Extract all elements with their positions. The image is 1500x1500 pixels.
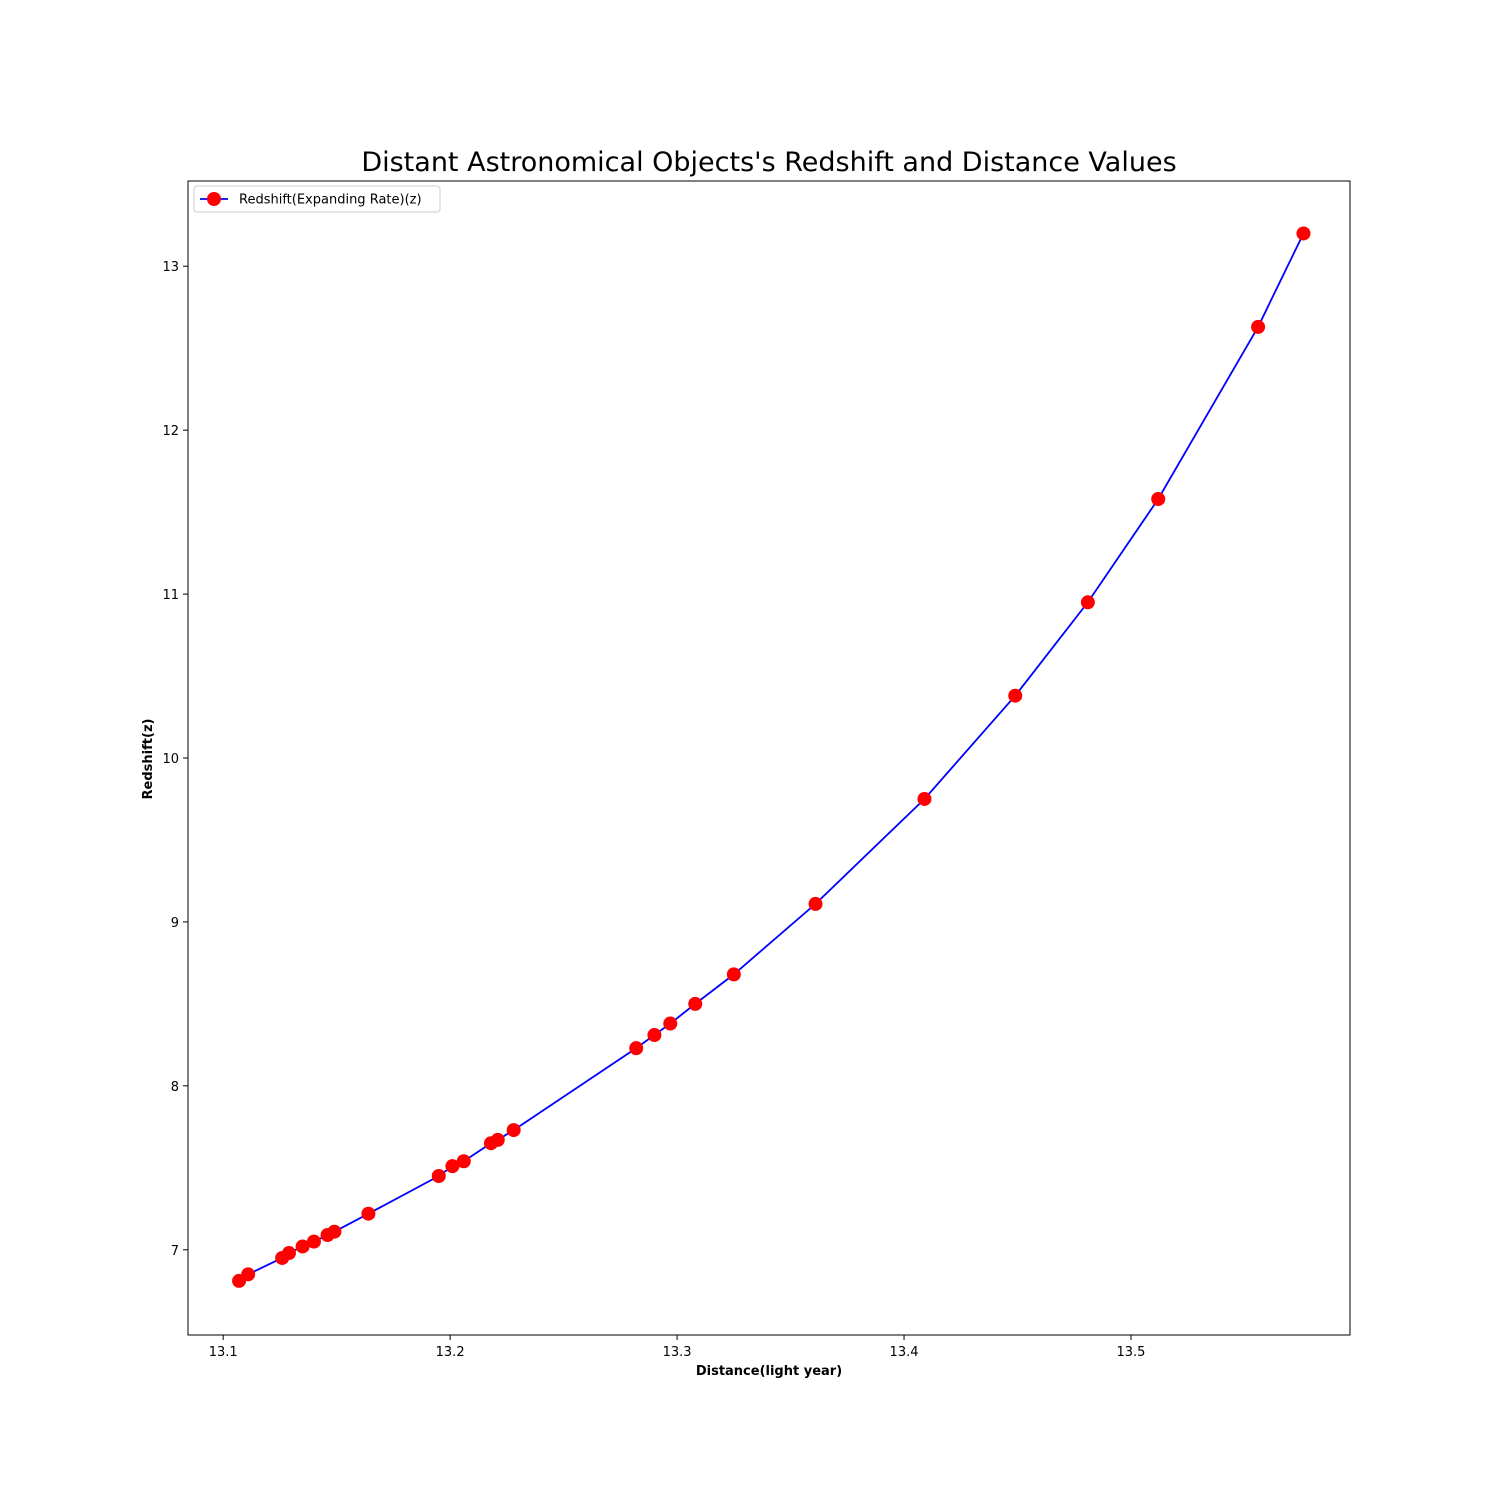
- data-point: [1151, 492, 1166, 507]
- data-point: [808, 896, 823, 911]
- legend-box: [193, 185, 441, 213]
- data-point: [281, 1246, 296, 1261]
- x-axis-ticks: 13.1 13.2 13.3 13.4 13.5: [209, 1335, 1146, 1360]
- y-tick-label: 9: [171, 916, 179, 931]
- legend: Redshift(Expanding Rate)(z): [193, 185, 441, 213]
- x-tick-label: 13.3: [663, 1345, 692, 1360]
- data-point: [917, 791, 932, 806]
- data-point: [327, 1224, 342, 1239]
- chart-title: Distant Astronomical Objects's Redshift …: [361, 147, 1176, 178]
- x-tick-label: 13.5: [1117, 1345, 1146, 1360]
- legend-label: Redshift(Expanding Rate)(z): [239, 193, 422, 208]
- y-tick-label: 12: [162, 424, 179, 439]
- y-tick-label: 13: [162, 260, 179, 275]
- y-tick-label: 8: [171, 1080, 179, 1095]
- x-tick-label: 13.1: [209, 1345, 238, 1360]
- data-point: [1251, 319, 1266, 334]
- data-point: [490, 1132, 505, 1147]
- legend-marker-swatch: [207, 192, 221, 206]
- y-axis-label: Redshift(z): [141, 719, 156, 800]
- data-point: [431, 1168, 446, 1183]
- y-tick-label: 7: [171, 1244, 179, 1259]
- data-point: [726, 967, 741, 982]
- data-point: [647, 1028, 662, 1043]
- data-point: [456, 1154, 471, 1169]
- x-axis-label: Distance(light year): [696, 1364, 842, 1379]
- data-point: [506, 1123, 521, 1138]
- data-point: [629, 1041, 644, 1056]
- y-tick-label: 11: [162, 588, 179, 603]
- data-point: [688, 996, 703, 1011]
- data-point: [241, 1267, 256, 1282]
- data-point: [663, 1016, 678, 1031]
- plot-area: 13.1 13.2 13.3 13.4 13.5 7 8 9 10 11 12 13: [162, 180, 1351, 1360]
- data-point: [1008, 688, 1023, 703]
- series-markers: [232, 226, 1311, 1288]
- data-point: [1296, 226, 1311, 241]
- data-point: [1080, 595, 1095, 610]
- data-point: [295, 1239, 310, 1254]
- y-axis-ticks: 7 8 9 10 11 12 13: [162, 260, 188, 1259]
- y-tick-label: 10: [162, 752, 179, 767]
- data-point: [445, 1159, 460, 1174]
- x-tick-label: 13.4: [890, 1345, 919, 1360]
- data-point: [306, 1234, 321, 1249]
- x-tick-label: 13.2: [436, 1345, 465, 1360]
- data-point: [361, 1206, 376, 1221]
